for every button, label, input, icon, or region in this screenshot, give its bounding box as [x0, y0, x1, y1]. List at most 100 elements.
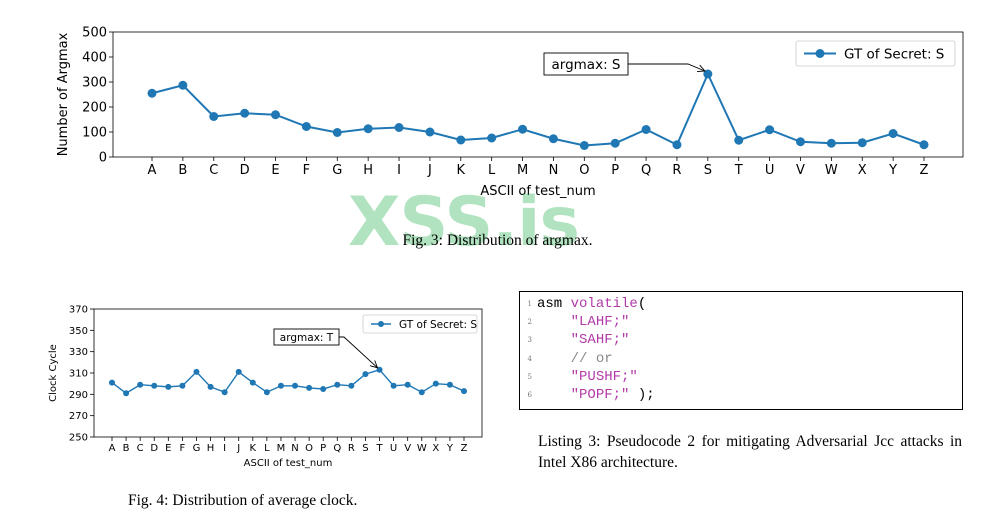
- line-number: 6: [527, 391, 532, 399]
- x-tick-label: L: [264, 443, 270, 454]
- data-point: [301, 122, 311, 131]
- data-point: [348, 382, 355, 389]
- data-point: [263, 389, 270, 396]
- x-tick-label: Y: [888, 163, 897, 178]
- code-text: "SAHF;": [537, 331, 630, 349]
- data-point: [919, 140, 929, 150]
- y-tick-label: 330: [69, 347, 88, 358]
- x-tick-label: U: [390, 443, 397, 454]
- data-point: [487, 133, 497, 143]
- data-point: [765, 125, 775, 135]
- x-tick-label: A: [109, 443, 116, 454]
- data-point: [209, 112, 219, 121]
- code-token: [537, 369, 571, 385]
- fig4-caption: Fig. 4: Distribution of average clock.: [128, 492, 358, 509]
- annotation-arrow: [628, 63, 706, 72]
- data-point: [456, 135, 466, 145]
- annotation-arrowhead: [369, 360, 379, 369]
- x-tick-label: Y: [446, 443, 454, 454]
- legend-box: [795, 40, 956, 67]
- annotation-arrow: [339, 336, 378, 369]
- data-point: [362, 371, 369, 378]
- y-axis-label: Clock Cycle: [48, 344, 59, 402]
- data-point: [178, 80, 188, 90]
- code-token: [537, 351, 571, 367]
- x-tick-label: I: [397, 163, 401, 178]
- watermark: XSS.is: [348, 183, 580, 262]
- code-token: "SAHF;": [570, 332, 630, 349]
- code-token: [537, 332, 571, 348]
- y-tick-label: 0: [99, 151, 107, 166]
- x-tick-label: O: [305, 443, 313, 454]
- y-axis-label: Number of Argmax: [56, 32, 71, 156]
- data-point: [418, 389, 425, 396]
- code-token: [537, 387, 571, 403]
- y-tick-label: 300: [82, 76, 107, 91]
- data-point: [461, 388, 467, 395]
- data-point: [641, 125, 651, 134]
- data-point: [207, 383, 214, 390]
- line-number: 3: [527, 336, 532, 345]
- y-tick-label: 310: [69, 369, 88, 380]
- data-point: [363, 124, 373, 134]
- x-tick-label: F: [303, 163, 310, 178]
- legend-marker: [378, 321, 384, 327]
- x-tick-label: W: [417, 443, 427, 454]
- code-token: (: [637, 296, 647, 312]
- code-text: "POPF;" );: [537, 386, 655, 404]
- data-point: [703, 69, 713, 79]
- x-tick-label: L: [488, 163, 496, 178]
- legend-label: GT of Secret: S: [844, 46, 944, 62]
- x-tick-label: Q: [333, 443, 341, 454]
- legend-label: GT of Secret: S: [399, 319, 477, 331]
- data-point: [123, 390, 130, 397]
- x-tick-label: R: [348, 443, 355, 454]
- data-point: [109, 379, 115, 386]
- data-point: [147, 88, 157, 98]
- y-tick-label: 250: [69, 433, 88, 444]
- data-point: [334, 381, 341, 388]
- data-point: [137, 381, 144, 388]
- x-tick-label: U: [765, 163, 775, 178]
- listing-caption: Listing 3: Pseudocode 2 for mitigating A…: [538, 433, 962, 471]
- x-tick-label: I: [223, 443, 226, 454]
- code-text: "LAHF;": [537, 313, 630, 331]
- code-listing: 1 asm volatile(2 "LAHF;" 3 "SAHF;" 4 // or 5…: [519, 291, 963, 410]
- x-tick-label: A: [148, 163, 157, 178]
- line-number: 2: [527, 318, 532, 327]
- code-token: "POPF;": [570, 387, 630, 403]
- annotation-text: argmax: S: [552, 57, 621, 73]
- y-tick-label: 400: [82, 51, 107, 66]
- series-line: [111, 368, 465, 395]
- y-tick-label: 270: [69, 411, 88, 422]
- data-point: [320, 386, 327, 392]
- data-point: [151, 382, 158, 389]
- fig3-chart: 0 100 200 300 400 500 A B C D E F G H I J K L M N O P Q R S T U V W X…: [56, 26, 964, 199]
- x-tick-label: S: [704, 163, 712, 178]
- x-tick-label: V: [796, 163, 805, 178]
- code-token: asm: [537, 296, 571, 312]
- data-point: [672, 140, 682, 150]
- data-point: [826, 138, 836, 148]
- x-tick-label: G: [332, 163, 342, 178]
- x-tick-label: N: [291, 443, 298, 454]
- data-point: [446, 381, 453, 388]
- line-number: 1: [527, 300, 532, 308]
- x-tick-label: E: [165, 443, 171, 454]
- code-text: // or: [537, 350, 613, 368]
- x-tick-label: B: [123, 443, 130, 454]
- y-tick-label: 500: [82, 26, 107, 41]
- fig4-chart: 250 270 290 310 330 350 370 A B C D E F G H I J K L M N O P Q R S…: [48, 305, 483, 469]
- data-point: [404, 381, 411, 388]
- x-tick-label: E: [271, 163, 279, 178]
- legend-marker: [815, 49, 825, 58]
- legend-box: [362, 314, 478, 334]
- x-tick-label: B: [178, 163, 187, 178]
- x-tick-label: G: [193, 443, 201, 454]
- data-point: [857, 138, 867, 148]
- data-point: [292, 382, 299, 389]
- data-point: [193, 368, 200, 375]
- x-tick-label: T: [375, 443, 383, 454]
- x-tick-label: X: [858, 163, 867, 178]
- code-token: [537, 314, 571, 330]
